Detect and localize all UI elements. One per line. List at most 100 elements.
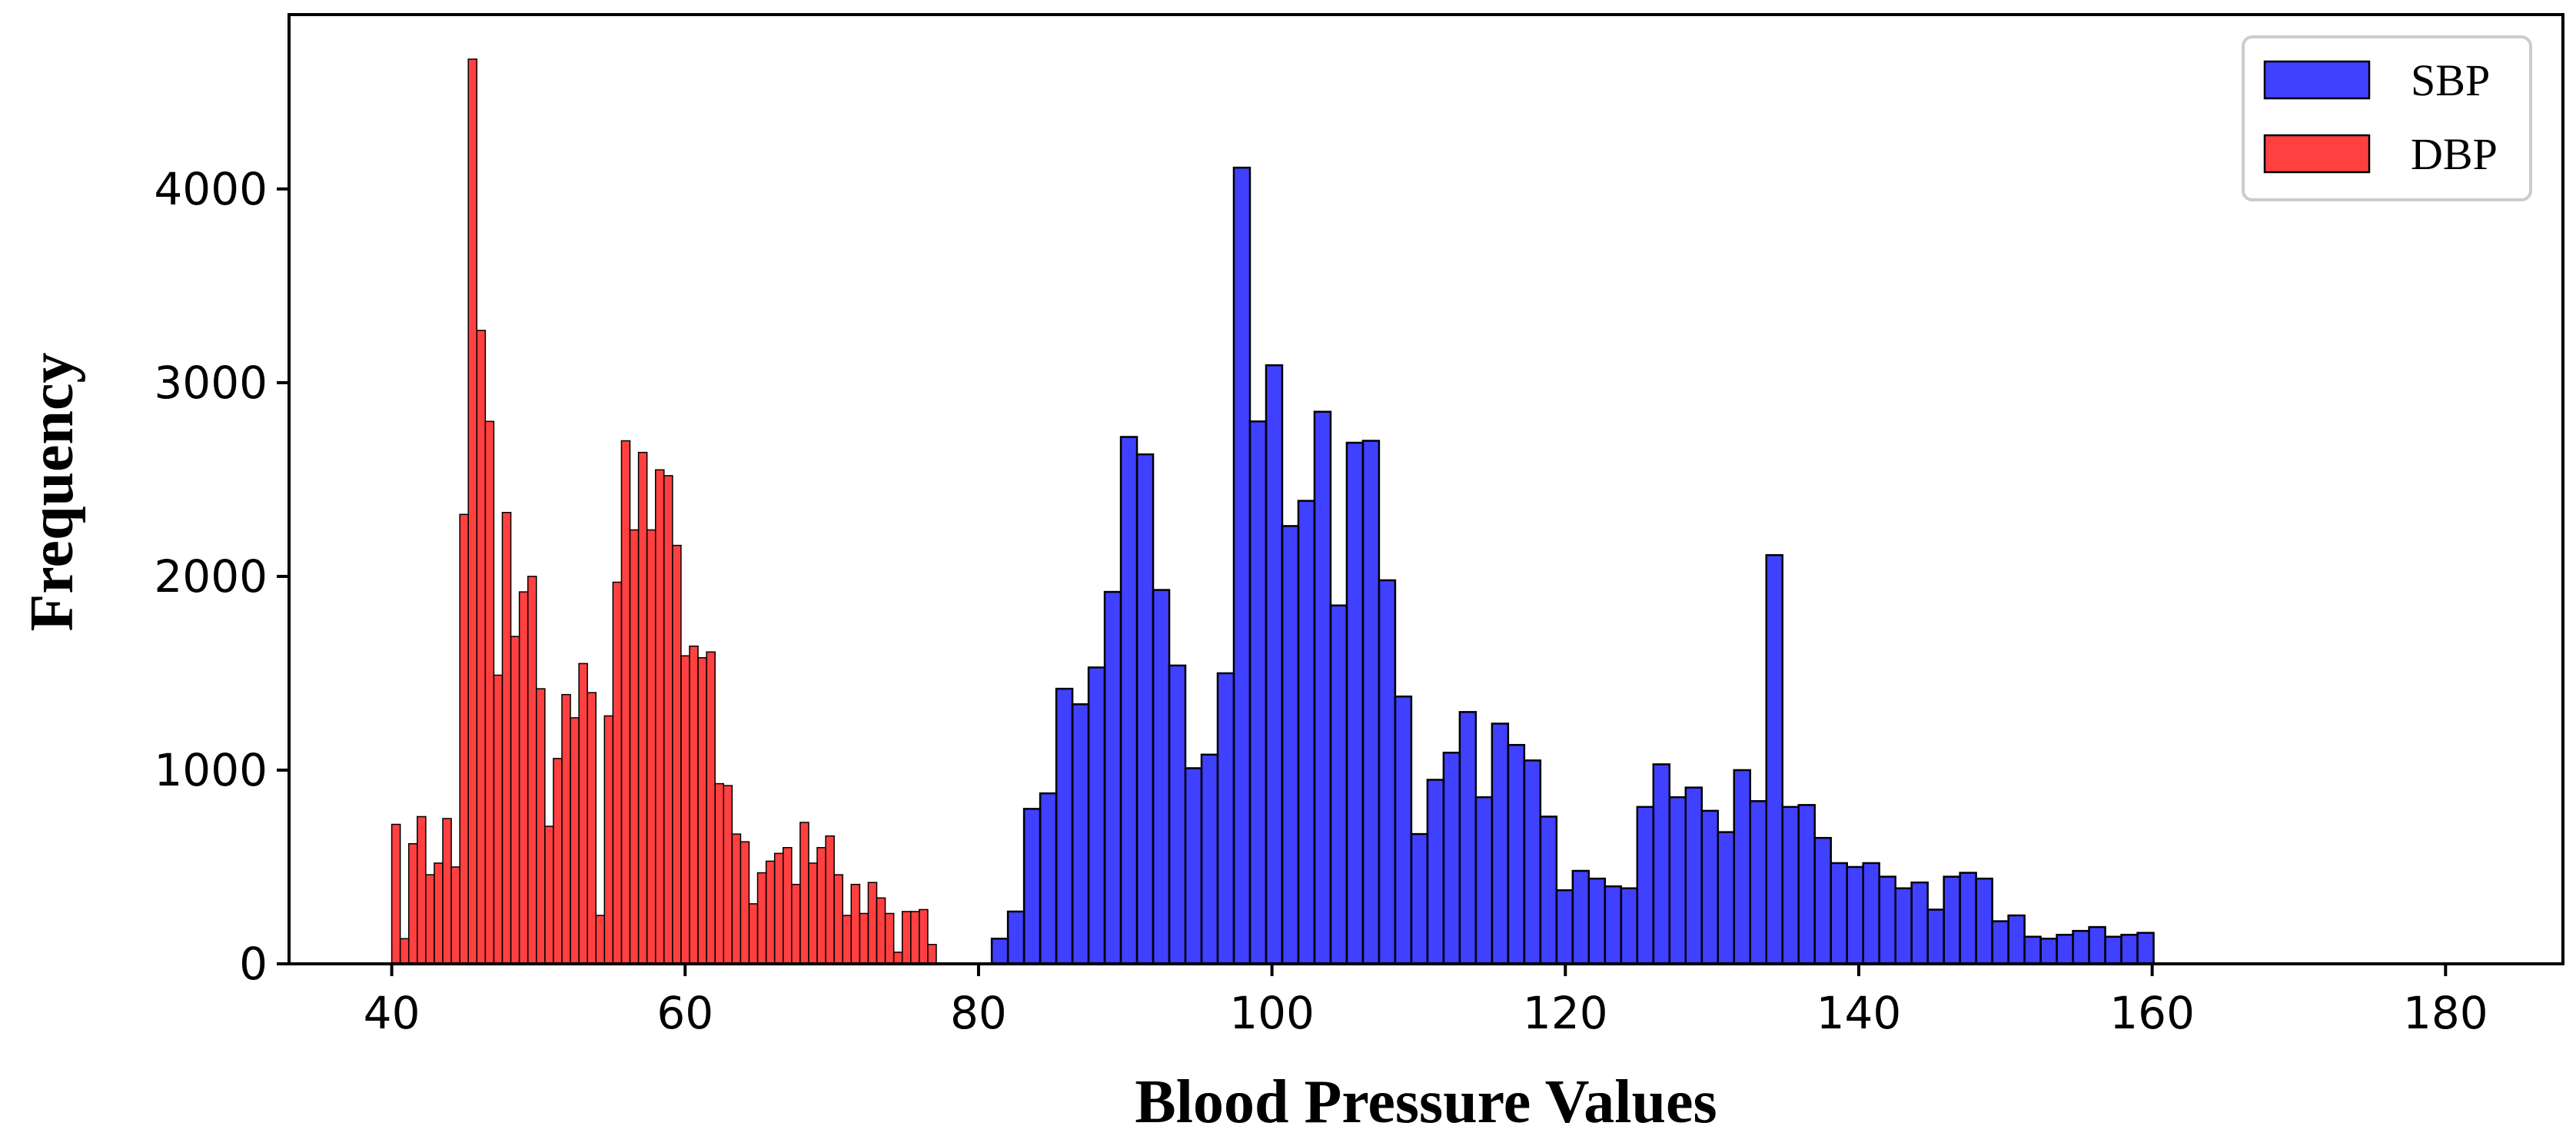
sbp-bar (1652, 763, 1671, 965)
legend-label-dbp: DBP (2411, 129, 2498, 179)
dbp-bar (510, 636, 520, 965)
sbp-bar (1813, 836, 1832, 965)
sbp-bar (1684, 786, 1703, 965)
sbp-bar (990, 937, 1009, 965)
sbp-bar (1830, 862, 1848, 965)
dbp-bar (578, 663, 588, 965)
sbp-bar (1717, 831, 1736, 965)
sbp-bar (1604, 885, 1623, 965)
x-tick-label: 80 (950, 987, 1007, 1039)
sbp-bar (2072, 929, 2090, 965)
dbp-bar (595, 915, 606, 965)
sbp-bar (2120, 933, 2139, 965)
dbp-bar (561, 693, 571, 965)
dbp-bar (842, 915, 853, 965)
sbp-bar (1216, 672, 1235, 965)
sbp-bar (1152, 589, 1171, 965)
dbp-bar (816, 847, 826, 965)
legend-swatch-sbp (2263, 60, 2371, 100)
sbp-bar (1071, 703, 1090, 965)
sbp-bar (1991, 920, 2009, 965)
sbp-bar (1523, 759, 1542, 965)
dbp-bar (799, 822, 809, 965)
dbp-bar (859, 912, 869, 965)
dbp-bar (765, 860, 776, 965)
sbp-bar (1184, 767, 1203, 965)
dbp-bar (689, 645, 699, 965)
sbp-bar (2039, 937, 2058, 965)
sbp-bar (1297, 500, 1316, 965)
sbp-bar (1587, 877, 1607, 965)
dbp-bar (425, 874, 435, 965)
sbp-bar (1878, 875, 1896, 965)
dbp-bar (646, 529, 656, 965)
dbp-bar (399, 938, 410, 965)
sbp-bar (1329, 604, 1348, 965)
sbp-bar (1700, 809, 1720, 965)
dbp-bar (756, 872, 767, 965)
dbp-bar (527, 576, 537, 965)
x-axis: 40 60 80 100 120 140 160 180 (364, 964, 2488, 1039)
sbp-bar (1055, 687, 1074, 965)
dbp-bar (919, 908, 929, 965)
sbp-bar (1394, 695, 1413, 965)
dbp-bar (391, 823, 401, 965)
sbp-bar (2088, 925, 2106, 965)
sbp-bar (1765, 553, 1783, 965)
dbp-bar (467, 58, 478, 965)
sbp-bar (1507, 743, 1526, 965)
dbp-bar (740, 841, 750, 965)
sbp-bar (1959, 872, 1977, 965)
sbp-bar (2023, 935, 2042, 965)
sbp-bar (1281, 525, 1300, 965)
sbp-bar (1797, 804, 1816, 965)
dbp-bar (459, 513, 469, 965)
dbp-bar (493, 674, 504, 965)
dbp-bar (553, 758, 563, 965)
dbp-bar (442, 818, 452, 965)
x-tick-label: 40 (364, 987, 420, 1039)
x-tick-label: 180 (2403, 987, 2488, 1039)
sbp-bar (1361, 440, 1381, 965)
dbp-bar (536, 688, 546, 965)
sbp-bar (1781, 806, 1800, 965)
dbp-bar (570, 717, 580, 965)
sbp-bar (2007, 914, 2026, 965)
sbp-bar (1410, 832, 1429, 965)
y-tick-label: 1000 (154, 744, 268, 796)
sbp-bar (1894, 887, 1913, 965)
dbp-bar (637, 451, 648, 965)
dbp-bar (892, 952, 903, 965)
sbp-bar (1749, 800, 1767, 965)
sbp-bar (1910, 881, 1929, 965)
y-axis: 0 1000 2000 3000 4000 (154, 163, 289, 990)
dbp-bar (407, 842, 418, 965)
sbp-bar (1862, 862, 1880, 965)
dbp-bar (672, 544, 682, 965)
dbp-bar (544, 825, 554, 965)
dbp-bar (680, 655, 690, 965)
sbp-bar (1943, 875, 1961, 965)
dbp-bar (501, 511, 512, 965)
dbp-bar (484, 420, 495, 965)
dbp-bar (884, 912, 895, 965)
dbp-bar (748, 903, 759, 965)
sbp-bar (1733, 769, 1752, 965)
x-tick-label: 60 (656, 987, 713, 1039)
dbp-bar (723, 785, 733, 965)
sbp-bar (2056, 933, 2074, 965)
sbp-bar (1168, 664, 1187, 965)
sbp-bar (1474, 796, 1494, 965)
sbp-bar (1426, 779, 1445, 965)
dbp-bar (808, 862, 818, 965)
dbp-bar (714, 782, 725, 965)
sbp-bar (1846, 865, 1864, 965)
dbp-bar (434, 862, 444, 965)
dbp-bar (518, 591, 529, 965)
legend-swatch-dbp (2263, 134, 2371, 174)
dbp-bar (910, 911, 920, 965)
y-tick-label: 4000 (154, 163, 268, 215)
sbp-bar (1313, 410, 1332, 965)
sbp-bar (1006, 910, 1025, 965)
